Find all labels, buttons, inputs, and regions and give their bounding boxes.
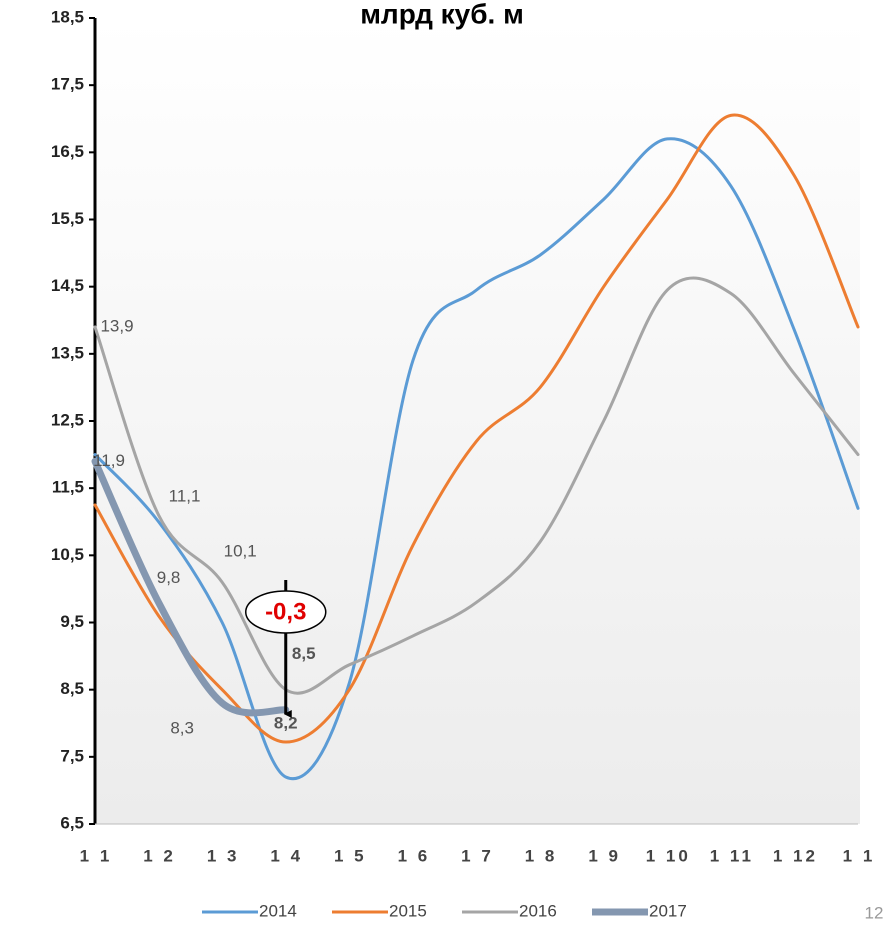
- x-tick-label: 1 2: [143, 846, 176, 865]
- x-tick-label: 1 9: [588, 846, 621, 865]
- legend-label: 2015: [389, 901, 427, 920]
- y-tick-label: 13,5: [51, 343, 84, 362]
- y-tick-label: 10,5: [51, 545, 84, 564]
- x-tick-label: 1 7: [461, 846, 494, 865]
- y-tick-label: 16,5: [51, 142, 84, 161]
- y-tick-label: 18,5: [51, 7, 84, 26]
- line-series: [93, 113, 860, 744]
- data-label: 9,8: [157, 568, 181, 587]
- data-label: 13,9: [100, 316, 133, 335]
- data-label: 11,1: [169, 487, 201, 506]
- y-tick-label: 7,5: [60, 746, 84, 765]
- chart-title: млрд куб. м: [360, 0, 524, 29]
- line-series: [93, 276, 860, 695]
- x-tick-label: 1 1: [80, 846, 113, 865]
- y-tick-label: 17,5: [51, 75, 84, 94]
- x-tick-label: 1 5: [334, 846, 367, 865]
- plot-background: [95, 18, 860, 824]
- page-number: 12: [865, 903, 884, 922]
- y-tick-label: 6,5: [60, 813, 84, 832]
- data-label: 8,2: [274, 713, 298, 732]
- y-tick-label: 14,5: [51, 276, 84, 295]
- data-label: 10,1: [224, 542, 257, 561]
- y-tick-label: 11,5: [52, 478, 84, 497]
- x-tick-label: 1 3: [207, 846, 240, 865]
- x-tick-label: 1 10: [646, 846, 691, 865]
- legend-label: 2014: [259, 901, 297, 920]
- x-tick-label: 1 11: [710, 846, 754, 865]
- legend-label: 2017: [649, 901, 687, 920]
- y-tick-label: 8,5: [60, 679, 84, 698]
- y-tick-label: 12,5: [51, 410, 84, 429]
- x-tick-label: 1 4: [270, 846, 303, 865]
- legend-label: 2016: [519, 901, 557, 920]
- data-label: 11,9: [93, 451, 125, 470]
- data-label: 8,3: [170, 719, 194, 738]
- x-tick-label: 1 1: [843, 846, 876, 865]
- x-tick-label: 1 6: [398, 846, 431, 865]
- x-tick-label: 1 8: [525, 846, 558, 865]
- data-label: 8,5: [292, 644, 316, 663]
- x-tick-label: 1 12: [773, 846, 818, 865]
- annotation-bubble: [245, 590, 327, 634]
- line-series: [93, 137, 860, 781]
- y-tick-label: 9,5: [60, 612, 84, 631]
- y-tick-label: 15,5: [51, 209, 84, 228]
- annotation-label: -0,3: [265, 598, 306, 625]
- line-series: [91, 457, 290, 717]
